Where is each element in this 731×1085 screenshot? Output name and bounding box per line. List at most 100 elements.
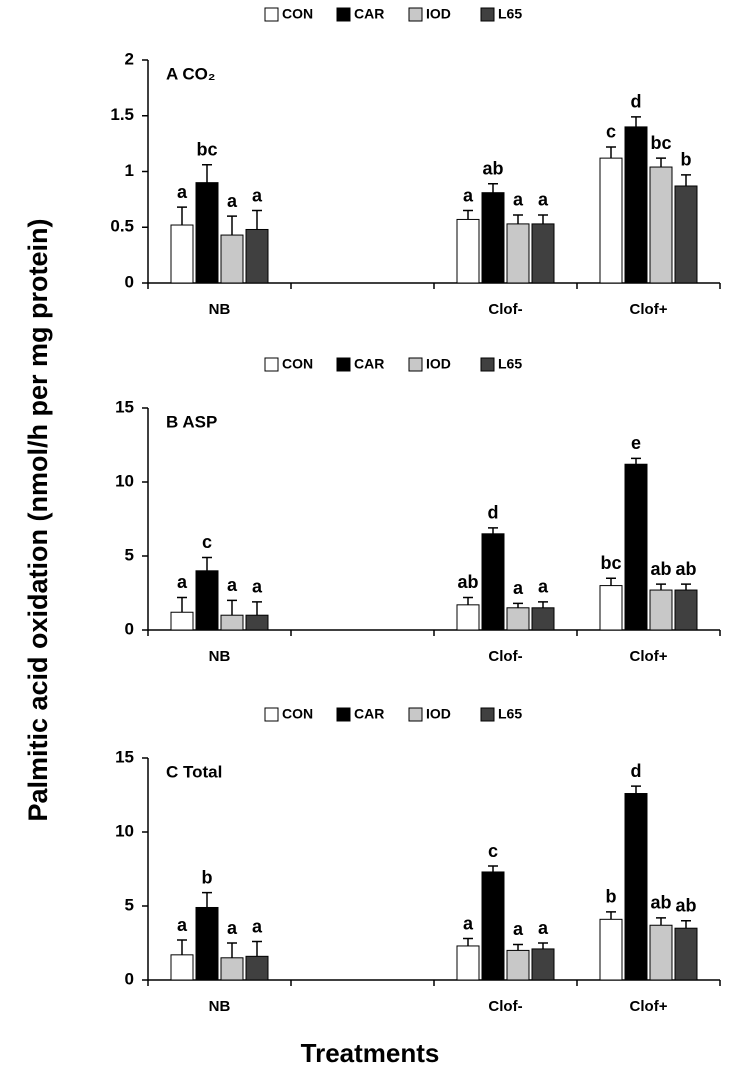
x-tick-label: Clof- bbox=[488, 648, 522, 665]
error-bar bbox=[488, 183, 498, 193]
bar bbox=[674, 927, 698, 981]
significance-letter: a bbox=[252, 185, 263, 205]
error-bar bbox=[681, 174, 691, 186]
error-bar bbox=[538, 214, 548, 224]
x-tick-label: Clof+ bbox=[630, 648, 668, 665]
y-tick-label: 15 bbox=[115, 747, 134, 766]
error-bar bbox=[177, 206, 187, 226]
legend-label: CAR bbox=[354, 706, 384, 722]
error-bar bbox=[202, 891, 212, 908]
x-tick-label: Clof+ bbox=[630, 301, 668, 318]
bar bbox=[506, 223, 530, 284]
error-bar bbox=[631, 785, 641, 794]
bar bbox=[531, 607, 555, 631]
y-tick-label: 1.5 bbox=[110, 105, 134, 124]
x-tick-label: NB bbox=[209, 998, 231, 1015]
bar bbox=[220, 614, 244, 631]
error-bar bbox=[513, 602, 523, 608]
error-bar bbox=[656, 583, 666, 591]
error-bar bbox=[463, 596, 473, 605]
significance-letter: a bbox=[227, 191, 238, 211]
legend-swatch bbox=[336, 7, 351, 22]
y-tick-label: 0 bbox=[125, 969, 134, 988]
bar bbox=[220, 957, 244, 981]
panel-title: A CO₂ bbox=[166, 64, 215, 83]
bar bbox=[649, 589, 673, 631]
bar bbox=[599, 918, 623, 981]
bar bbox=[481, 533, 505, 631]
legend-label: IOD bbox=[426, 706, 451, 722]
error-bar bbox=[513, 943, 523, 951]
legend-label: CON bbox=[282, 6, 313, 22]
significance-letter: ab bbox=[650, 559, 671, 579]
legend-label: IOD bbox=[426, 356, 451, 372]
significance-letter: ab bbox=[675, 896, 696, 916]
bar bbox=[531, 948, 555, 981]
significance-letter: a bbox=[177, 182, 188, 202]
error-bar bbox=[177, 939, 187, 955]
legend-swatch bbox=[264, 357, 279, 372]
significance-letter: c bbox=[606, 122, 616, 142]
significance-letter: e bbox=[631, 433, 641, 453]
significance-letter: bc bbox=[600, 553, 621, 573]
significance-letter: ab bbox=[482, 159, 503, 179]
y-tick-label: 0 bbox=[125, 272, 134, 291]
error-bar bbox=[606, 911, 616, 920]
legend-swatch bbox=[336, 707, 351, 722]
bar bbox=[245, 614, 269, 631]
y-axis-title: Palmitic acid oxidation (nmol/h per mg p… bbox=[23, 218, 53, 821]
bar bbox=[624, 793, 648, 981]
bar bbox=[674, 185, 698, 284]
significance-letter: a bbox=[177, 915, 188, 935]
bar bbox=[456, 945, 480, 981]
bar bbox=[649, 924, 673, 981]
bar bbox=[170, 611, 194, 631]
bar bbox=[220, 234, 244, 284]
bar bbox=[456, 604, 480, 631]
legend-label: L65 bbox=[498, 356, 522, 372]
bar bbox=[245, 955, 269, 981]
significance-letter: a bbox=[513, 190, 524, 210]
significance-letter: a bbox=[513, 578, 524, 598]
panel-title: C Total bbox=[166, 762, 222, 781]
significance-letter: a bbox=[252, 916, 263, 936]
legend-swatch bbox=[336, 357, 351, 372]
error-bar bbox=[202, 164, 212, 183]
significance-letter: a bbox=[177, 572, 188, 592]
x-tick-label: NB bbox=[209, 648, 231, 665]
bar bbox=[624, 463, 648, 631]
x-tick-label: Clof- bbox=[488, 998, 522, 1015]
bar bbox=[599, 157, 623, 284]
significance-letter: d bbox=[488, 503, 499, 523]
significance-letter: ab bbox=[650, 893, 671, 913]
significance-letter: a bbox=[227, 918, 238, 938]
legend-swatch bbox=[480, 707, 495, 722]
y-tick-label: 5 bbox=[125, 545, 134, 564]
bar bbox=[170, 224, 194, 284]
significance-letter: bc bbox=[650, 133, 671, 153]
y-tick-label: 5 bbox=[125, 895, 134, 914]
bar bbox=[170, 954, 194, 981]
error-bar bbox=[488, 865, 498, 872]
bar bbox=[531, 223, 555, 284]
error-bar bbox=[631, 457, 641, 465]
bar bbox=[624, 126, 648, 284]
error-bar bbox=[513, 214, 523, 224]
significance-letter: ab bbox=[457, 572, 478, 592]
bar bbox=[599, 585, 623, 631]
significance-letter: a bbox=[463, 913, 474, 933]
significance-letter: a bbox=[463, 185, 474, 205]
significance-letter: b bbox=[202, 867, 213, 887]
significance-letter: c bbox=[488, 841, 498, 861]
bar bbox=[195, 182, 219, 284]
legend-label: CON bbox=[282, 356, 313, 372]
error-bar bbox=[177, 596, 187, 613]
bar bbox=[649, 166, 673, 284]
legend-swatch bbox=[264, 707, 279, 722]
significance-letter: d bbox=[631, 92, 642, 112]
error-bar bbox=[252, 601, 262, 616]
significance-letter: a bbox=[538, 190, 549, 210]
bar bbox=[456, 218, 480, 284]
significance-letter: ab bbox=[675, 559, 696, 579]
